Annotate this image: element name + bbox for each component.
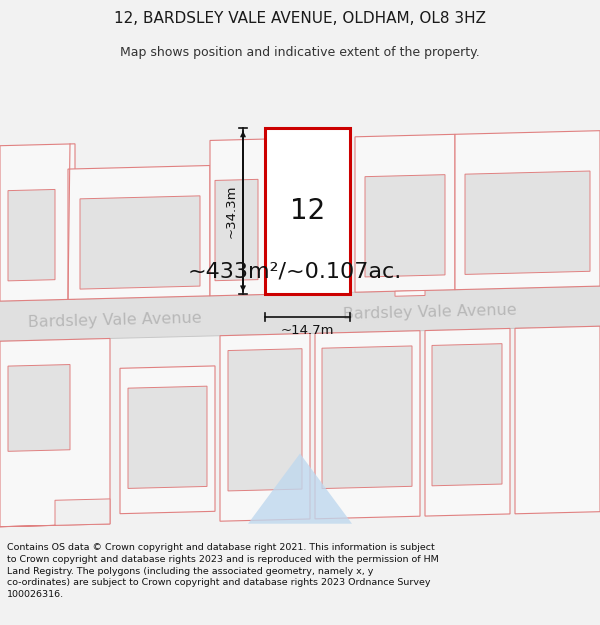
Text: 12: 12 bbox=[290, 198, 325, 226]
Polygon shape bbox=[0, 286, 600, 341]
Polygon shape bbox=[0, 144, 75, 301]
Text: ~433m²/~0.107ac.: ~433m²/~0.107ac. bbox=[188, 262, 402, 282]
Polygon shape bbox=[265, 128, 350, 294]
Polygon shape bbox=[68, 166, 210, 299]
Polygon shape bbox=[120, 366, 215, 514]
Text: Contains OS data © Crown copyright and database right 2021. This information is : Contains OS data © Crown copyright and d… bbox=[7, 543, 439, 599]
Polygon shape bbox=[395, 291, 425, 296]
Polygon shape bbox=[215, 179, 258, 281]
Polygon shape bbox=[248, 454, 352, 524]
Polygon shape bbox=[8, 189, 55, 281]
Polygon shape bbox=[80, 196, 200, 289]
Polygon shape bbox=[355, 134, 455, 292]
Text: Bardsley Vale Avenue: Bardsley Vale Avenue bbox=[343, 302, 517, 322]
Polygon shape bbox=[228, 349, 302, 491]
Polygon shape bbox=[515, 326, 600, 514]
Polygon shape bbox=[455, 131, 600, 290]
Text: Bardsley Vale Avenue: Bardsley Vale Avenue bbox=[28, 311, 202, 330]
Polygon shape bbox=[425, 329, 510, 516]
Polygon shape bbox=[432, 344, 502, 486]
Polygon shape bbox=[8, 364, 70, 451]
Polygon shape bbox=[365, 174, 445, 277]
Polygon shape bbox=[322, 346, 412, 489]
Polygon shape bbox=[128, 386, 207, 488]
Polygon shape bbox=[465, 171, 590, 274]
Polygon shape bbox=[0, 499, 110, 527]
Polygon shape bbox=[315, 331, 420, 519]
Text: ~14.7m: ~14.7m bbox=[281, 324, 334, 337]
Polygon shape bbox=[210, 139, 265, 296]
Polygon shape bbox=[220, 334, 310, 521]
Text: Map shows position and indicative extent of the property.: Map shows position and indicative extent… bbox=[120, 46, 480, 59]
Text: 12, BARDSLEY VALE AVENUE, OLDHAM, OL8 3HZ: 12, BARDSLEY VALE AVENUE, OLDHAM, OL8 3H… bbox=[114, 11, 486, 26]
Text: ~34.3m: ~34.3m bbox=[224, 184, 238, 238]
Polygon shape bbox=[0, 339, 110, 527]
